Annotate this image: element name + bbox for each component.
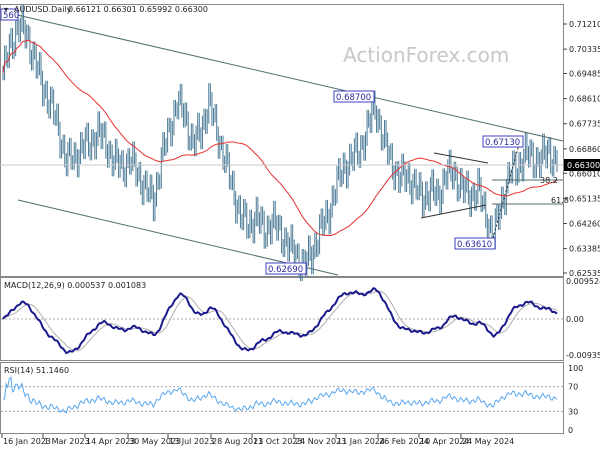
x-tick-label: 11 Oct 2023: [253, 437, 302, 446]
price-label-box: [265, 262, 307, 275]
rsi-panel: [0, 362, 564, 434]
x-tick-label: 16 Jan 2023: [3, 437, 51, 446]
price-bars: [2, 4, 558, 282]
x-tick-label: 1 Mar 2023: [44, 437, 90, 446]
moving-average-line: [2, 39, 558, 236]
price-axis: 0.71210 0.70335 0.69485 0.68610 0.67735 0.668…: [563, 20, 600, 278]
rsi-title: RSI(14) 51.1460: [4, 366, 69, 375]
overlays: 5600.687000.626900.636100.6713038.261.80…: [0, 8, 600, 276]
rsi-tick-label: 100: [568, 364, 583, 373]
y-tick-label: 0.65135: [569, 194, 600, 203]
y-tick-label: 0.68610: [569, 95, 600, 104]
macd-indicator: 0.009524 0.00 -0.00935: [1, 277, 600, 360]
x-tick-label: 26 Feb 2024: [379, 437, 429, 446]
macd-title: MACD(12,26,9) 0.000537 0.001083: [4, 281, 146, 290]
price-label: 0.67130: [485, 138, 520, 148]
x-tick-label: 10 Apr 2024: [420, 437, 469, 446]
y-tick-label: 0.64260: [569, 219, 600, 228]
x-tick-label: 30 May 2023: [129, 437, 181, 446]
macd-signal-line: [2, 290, 558, 352]
macd-line: [2, 287, 558, 355]
price-label-box: [0, 8, 19, 21]
price-label: 0.68700: [336, 93, 371, 103]
y-tick-label: 0.66860: [569, 145, 600, 154]
channel-upper-line: [12, 13, 564, 142]
fib-61-label: 61.8: [551, 196, 569, 205]
macd-tick-label: -0.00935: [566, 351, 600, 360]
current-price-tag: [564, 159, 600, 171]
rsi-line: [3, 376, 558, 414]
y-tick-label: 0.62535: [569, 269, 600, 278]
macd-tick-label: 0.009524: [566, 277, 600, 286]
price-panel: [0, 4, 564, 277]
price-label: 0.63610: [457, 240, 492, 250]
triangle-lower-line: [420, 204, 487, 219]
x-tick-label: 11 Jan 2024: [337, 437, 385, 446]
symbol-title: AUDUSD.Daily: [14, 5, 72, 14]
triangle-upper-line: [433, 152, 489, 164]
y-tick-label: 0.67735: [569, 120, 600, 129]
x-tick-label: 13 Jul 2023: [169, 437, 214, 446]
rsi-tick-label: 70: [568, 383, 578, 392]
x-tick-label: 24 May 2024: [462, 437, 514, 446]
macd-panel: [0, 277, 564, 361]
fib-38-label: 38.2: [540, 176, 558, 185]
x-tick-label: 28 Aug 2023: [212, 437, 263, 446]
price-label-box: [482, 135, 524, 148]
y-tick-label: 0.63385: [569, 245, 600, 254]
current-price-value: 0.66300: [567, 161, 600, 170]
price-label: 0.62690: [268, 265, 303, 275]
rsi-indicator: 100 70 30 0: [1, 364, 583, 435]
watermark: ActionForex.com: [343, 43, 509, 67]
price-label-box: [333, 90, 375, 103]
y-tick-label: 0.70335: [569, 45, 600, 54]
macd-tick-label: 0.00: [566, 315, 584, 324]
rsi-tick-label: 30: [568, 407, 578, 416]
panel-frames: [0, 4, 564, 434]
dropdown-arrow-icon[interactable]: ▾: [4, 5, 8, 14]
ohlc-values: 0.66121 0.66301 0.65992 0.66300: [68, 5, 208, 14]
fib-trend-line: [491, 140, 521, 243]
rsi-tick-label: 0: [568, 426, 573, 435]
y-tick-label: 0.66010: [569, 169, 600, 178]
x-tick-label: 24 Nov 2023: [295, 437, 346, 446]
y-tick-label: 0.71210: [569, 20, 600, 29]
price-label: 560: [3, 11, 19, 21]
x-tick-label: 14 Apr 2023: [86, 437, 135, 446]
y-tick-label: 0.69485: [569, 70, 600, 79]
price-label-box: [454, 237, 496, 250]
